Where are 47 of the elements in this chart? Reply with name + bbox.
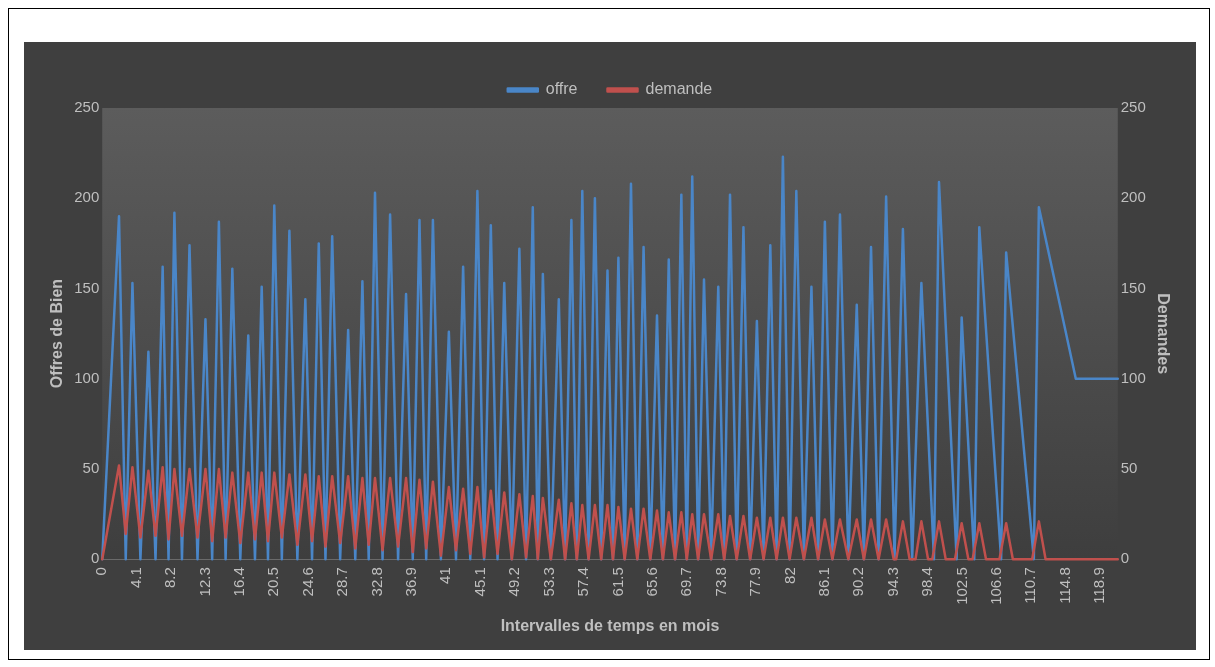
x-tick-label: 0 bbox=[92, 567, 110, 576]
y-tick-label: 150 bbox=[74, 278, 100, 296]
y2-tick-label: 100 bbox=[1120, 368, 1146, 386]
x-tick-label: 49.2 bbox=[505, 567, 523, 597]
x-tick-label: 20.5 bbox=[264, 567, 282, 597]
y-tick-label: 250 bbox=[74, 98, 100, 116]
x-tick-label: 106.6 bbox=[987, 567, 1005, 605]
x-axis-title: Intervalles de temps en mois bbox=[500, 616, 720, 634]
x-tick-label: 45.1 bbox=[470, 567, 488, 597]
x-tick-label: 24.6 bbox=[298, 567, 316, 597]
x-tick-label: 4.1 bbox=[126, 567, 144, 589]
y-axis-title: Offres de Bien bbox=[48, 278, 66, 389]
x-tick-label: 94.3 bbox=[883, 567, 901, 597]
x-tick-label: 98.4 bbox=[918, 567, 936, 597]
y-tick-label: 100 bbox=[74, 368, 100, 386]
x-tick-label: 118.9 bbox=[1090, 567, 1108, 604]
x-tick-label: 28.7 bbox=[333, 567, 351, 597]
y2-axis-title: Demandes bbox=[1154, 293, 1172, 375]
y2-tick-label: 250 bbox=[1120, 98, 1146, 116]
x-tick-label: 8.2 bbox=[161, 567, 179, 589]
legend-label: demande bbox=[645, 80, 713, 98]
x-tick-label: 36.9 bbox=[402, 567, 420, 597]
x-tick-label: 90.2 bbox=[849, 567, 867, 597]
y-tick-label: 50 bbox=[82, 459, 100, 477]
legend-label: offre bbox=[545, 80, 578, 98]
y-tick-label: 200 bbox=[74, 188, 100, 206]
x-tick-label: 82 bbox=[780, 567, 798, 584]
y-tick-label: 0 bbox=[90, 549, 100, 567]
x-tick-label: 73.8 bbox=[711, 567, 729, 597]
x-tick-label: 61.5 bbox=[608, 567, 626, 597]
x-tick-label: 69.7 bbox=[677, 567, 695, 597]
x-tick-label: 110.7 bbox=[1021, 567, 1039, 604]
x-tick-label: 41 bbox=[436, 567, 454, 584]
x-tick-label: 16.4 bbox=[230, 567, 248, 597]
y2-tick-label: 150 bbox=[1120, 278, 1146, 296]
x-tick-label: 86.1 bbox=[815, 567, 832, 597]
x-tick-label: 53.3 bbox=[539, 567, 557, 597]
x-tick-label: 77.9 bbox=[746, 567, 764, 597]
y2-tick-label: 50 bbox=[1120, 459, 1138, 477]
x-tick-label: 57.4 bbox=[574, 567, 592, 597]
x-tick-label: 32.8 bbox=[367, 567, 385, 597]
x-tick-label: 65.6 bbox=[642, 567, 660, 597]
y2-tick-label: 0 bbox=[1120, 549, 1130, 567]
x-tick-label: 12.3 bbox=[195, 567, 213, 597]
y2-tick-label: 200 bbox=[1120, 188, 1146, 206]
x-tick-label: 114.8 bbox=[1055, 567, 1073, 604]
x-tick-label: 102.5 bbox=[952, 567, 970, 605]
